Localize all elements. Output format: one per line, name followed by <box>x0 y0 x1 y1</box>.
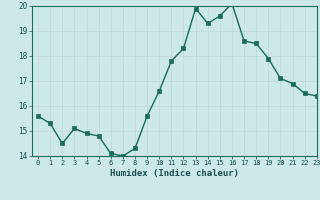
X-axis label: Humidex (Indice chaleur): Humidex (Indice chaleur) <box>110 169 239 178</box>
